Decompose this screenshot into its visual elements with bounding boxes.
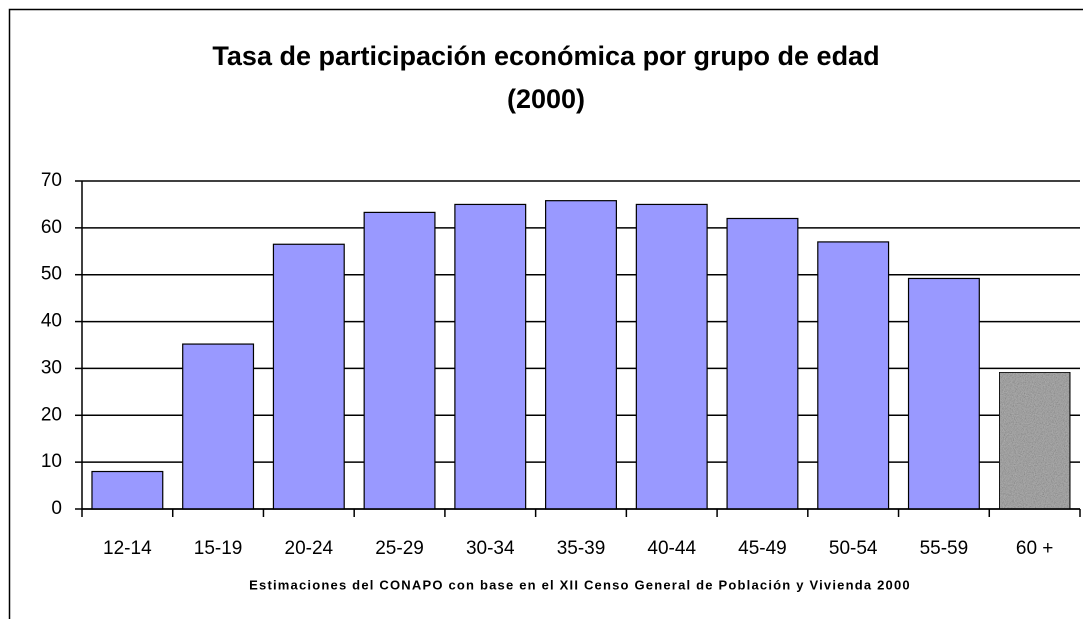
x-tick-label: 45-49	[738, 538, 787, 559]
y-tick-label: 70	[41, 170, 62, 191]
frame	[8, 8, 1083, 619]
y-tick-label: 40	[41, 311, 62, 332]
x-tick-label: 25-29	[375, 538, 424, 559]
x-tick-label: 12-14	[103, 538, 152, 559]
x-tick-label: 40-44	[647, 538, 696, 559]
bar	[91, 470, 164, 510]
y-tick-label: 0	[51, 498, 62, 519]
x-tick-label: 55-59	[920, 538, 969, 559]
y-tick-label: 50	[41, 264, 62, 285]
bar	[635, 203, 708, 510]
bar	[726, 217, 799, 510]
source-note: Estimaciones del CONAPO con base en el X…	[249, 577, 911, 592]
bar	[907, 277, 980, 510]
bar	[182, 343, 255, 510]
y-tick-label: 20	[41, 404, 62, 425]
bar	[454, 203, 527, 510]
y-tick-label: 30	[41, 357, 62, 378]
y-tick-label: 60	[41, 217, 62, 238]
bar	[545, 200, 617, 510]
x-tick-label: 15-19	[194, 538, 243, 559]
bar	[272, 243, 345, 510]
chart-title: Tasa de participación económica por grup…	[212, 41, 879, 71]
x-tick-label: 50-54	[829, 538, 878, 559]
chart-title: (2000)	[507, 84, 585, 114]
x-tick-label: 30-34	[466, 538, 515, 559]
bar	[363, 211, 436, 510]
x-tick-label: 20-24	[285, 538, 334, 559]
x-tick-label: 60 +	[1016, 538, 1054, 559]
bar	[817, 241, 890, 510]
bar	[998, 371, 1071, 510]
x-tick-label: 35-39	[557, 538, 606, 559]
y-tick-label: 10	[41, 451, 62, 472]
